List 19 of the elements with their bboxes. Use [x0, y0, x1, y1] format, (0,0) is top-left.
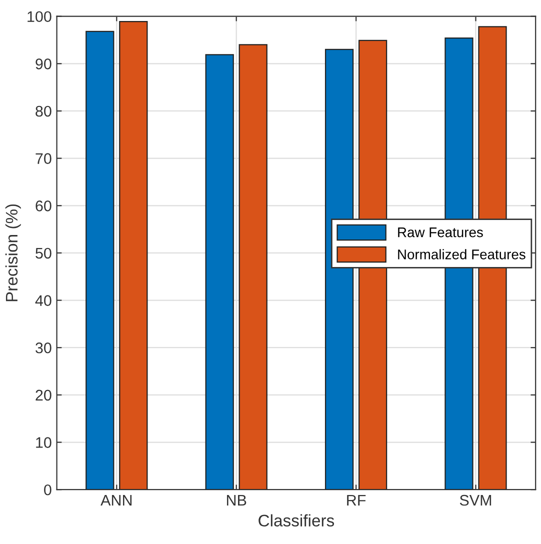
- x-tick-label: SVM: [460, 494, 492, 506]
- legend-label: Normalized Features: [398, 249, 526, 260]
- y-tick-label: 100: [28, 11, 52, 22]
- y-axis-title: Precision (%): [5, 204, 21, 302]
- y-tick-label: 60: [36, 200, 52, 212]
- y-tick-label: 40: [35, 295, 52, 306]
- y-tick-label: 30: [36, 342, 52, 354]
- y-tick-label: 80: [36, 106, 52, 117]
- y-tick-label: 70: [36, 153, 52, 164]
- y-tick-label: 10: [36, 437, 52, 448]
- y-tick-label: 20: [36, 390, 52, 401]
- y-tick-label: 50: [36, 248, 52, 259]
- legend-label: Raw Features: [398, 228, 483, 238]
- x-tick-label: ANN: [100, 495, 132, 506]
- x-tick-label: NB: [226, 495, 246, 506]
- y-tick-label: 0: [44, 484, 52, 496]
- y-tick-label: 90: [36, 58, 52, 70]
- x-axis-title: Classifiers: [258, 514, 334, 526]
- x-tick-label: RF: [347, 495, 366, 506]
